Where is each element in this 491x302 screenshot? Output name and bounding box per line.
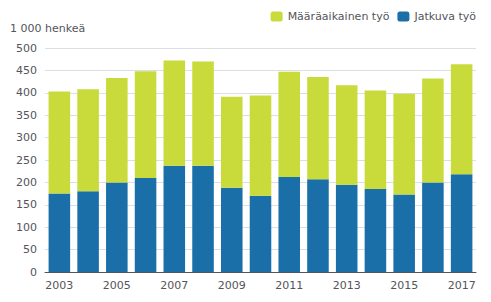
svg-text:150: 150 (16, 198, 37, 211)
svg-text:2007: 2007 (160, 279, 188, 292)
svg-text:500: 500 (16, 42, 37, 55)
svg-text:200: 200 (16, 176, 37, 189)
svg-text:2017: 2017 (448, 279, 476, 292)
svg-text:2009: 2009 (218, 279, 246, 292)
svg-text:50: 50 (23, 243, 37, 256)
svg-text:250: 250 (16, 154, 37, 167)
svg-text:300: 300 (16, 131, 37, 144)
svg-text:2013: 2013 (333, 279, 361, 292)
svg-text:0: 0 (30, 266, 37, 279)
svg-text:2015: 2015 (390, 279, 418, 292)
svg-text:1 000 henkeä: 1 000 henkeä (10, 22, 85, 35)
svg-text:Määräaikainen työ: Määräaikainen työ (288, 10, 390, 23)
svg-text:2003: 2003 (45, 279, 73, 292)
svg-text:100: 100 (16, 221, 37, 234)
svg-text:2011: 2011 (275, 279, 303, 292)
svg-text:Jatkuva työ: Jatkuva työ (413, 10, 476, 23)
svg-text:2005: 2005 (103, 279, 131, 292)
svg-text:450: 450 (16, 64, 37, 77)
svg-text:400: 400 (16, 86, 37, 99)
svg-text:350: 350 (16, 109, 37, 122)
